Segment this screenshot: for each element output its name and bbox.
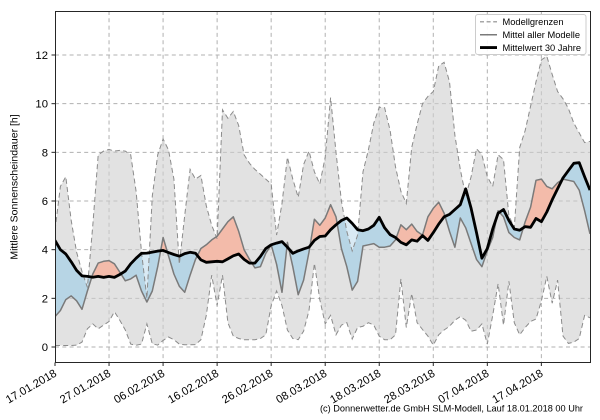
svg-text:Mittel aller Modelle: Mittel aller Modelle: [503, 30, 581, 40]
svg-text:(c) Donnerwetter.de GmbH SLM-M: (c) Donnerwetter.de GmbH SLM-Modell, Lau…: [320, 404, 583, 414]
svg-text:12: 12: [35, 50, 48, 62]
svg-text:Mittlere Sonnenscheindauer [h]: Mittlere Sonnenscheindauer [h]: [9, 114, 21, 259]
svg-text:6: 6: [42, 196, 48, 208]
svg-text:8: 8: [42, 147, 48, 159]
svg-text:Mittelwert 30 Jahre: Mittelwert 30 Jahre: [503, 43, 582, 53]
svg-text:2: 2: [42, 293, 48, 305]
svg-text:Modellgrenzen: Modellgrenzen: [503, 17, 564, 27]
svg-text:4: 4: [42, 245, 48, 257]
svg-text:10: 10: [35, 99, 48, 111]
svg-text:0: 0: [42, 342, 48, 354]
